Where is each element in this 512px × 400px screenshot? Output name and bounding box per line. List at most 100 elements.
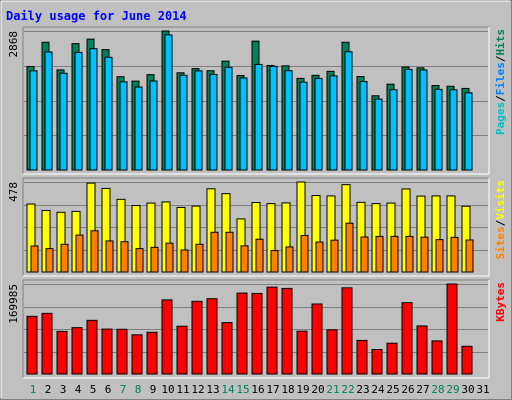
bar-kbytes xyxy=(56,330,68,375)
bar-sites xyxy=(240,245,249,273)
bar-kbytes xyxy=(371,349,383,375)
bar-files xyxy=(164,34,173,171)
y-axis-max-label: 478 xyxy=(7,182,20,202)
bar-files xyxy=(419,69,428,171)
bar-kbytes xyxy=(386,342,398,375)
x-tick-label: 20 xyxy=(311,383,324,396)
axis-label-pages: Pages xyxy=(494,102,507,135)
bar-files xyxy=(29,70,38,171)
x-tick-label: 5 xyxy=(90,383,97,396)
bar-files xyxy=(89,48,98,171)
bar-kbytes xyxy=(236,292,248,375)
x-tick-label: 29 xyxy=(446,383,459,396)
bar-files xyxy=(404,68,413,171)
axis-label-separator: / xyxy=(494,95,507,102)
bar-kbytes xyxy=(356,339,368,375)
bar-files xyxy=(209,73,218,171)
x-tick-label: 23 xyxy=(356,383,369,396)
bar-files xyxy=(434,88,443,171)
bar-files xyxy=(239,77,248,171)
bar-files xyxy=(74,51,83,171)
bar-sites xyxy=(195,243,204,273)
bar-kbytes xyxy=(326,329,338,375)
bar-kbytes xyxy=(41,312,53,375)
bar-kbytes xyxy=(311,303,323,375)
bar-sites xyxy=(420,236,429,273)
x-tick-label: 25 xyxy=(386,383,399,396)
bar-sites xyxy=(180,249,189,273)
bar-files xyxy=(269,65,278,171)
series-axis-label: KBytes xyxy=(494,282,507,322)
bar-files xyxy=(224,66,233,171)
axis-label-files: Files xyxy=(494,62,507,95)
bar-files xyxy=(344,51,353,171)
bar-sites xyxy=(225,231,234,273)
bar-kbytes xyxy=(266,286,278,375)
bar-sites xyxy=(330,239,339,273)
y-axis-max-label: 169985 xyxy=(7,284,20,324)
x-tick-label: 17 xyxy=(266,383,279,396)
bar-kbytes xyxy=(401,302,413,375)
x-tick-label: 12 xyxy=(191,383,204,396)
bar-kbytes xyxy=(446,283,458,375)
x-tick-label: 10 xyxy=(161,383,174,396)
bar-files xyxy=(119,81,128,171)
bar-kbytes xyxy=(71,327,83,375)
bar-sites xyxy=(360,236,369,273)
series-axis-label: Pages/Files/Hits xyxy=(494,29,507,135)
x-tick-label: 24 xyxy=(371,383,385,396)
bar-sites xyxy=(120,241,129,273)
bar-files xyxy=(194,70,203,171)
bar-kbytes xyxy=(176,325,188,375)
x-tick-label: 22 xyxy=(341,383,354,396)
bar-files xyxy=(374,98,383,171)
bar-kbytes xyxy=(116,328,128,375)
x-tick-label: 3 xyxy=(60,383,67,396)
bar-files xyxy=(464,92,473,171)
bar-sites xyxy=(90,230,99,273)
x-tick-label: 28 xyxy=(431,383,444,396)
bar-sites xyxy=(405,235,414,273)
x-tick-label: 26 xyxy=(401,383,414,396)
bar-kbytes xyxy=(131,334,143,375)
bar-sites xyxy=(105,240,114,273)
bar-files xyxy=(449,89,458,171)
bar-kbytes xyxy=(341,287,353,375)
bar-kbytes xyxy=(161,299,173,375)
axis-label-separator: / xyxy=(494,55,507,62)
chart-panels: 2868Pages/Files/Hits478Sites/Visits16998… xyxy=(7,26,507,379)
bar-files xyxy=(179,74,188,171)
x-tick-label: 18 xyxy=(281,383,294,396)
bar-kbytes xyxy=(416,325,428,375)
x-tick-label: 13 xyxy=(206,383,219,396)
bar-files xyxy=(314,77,323,171)
bar-kbytes xyxy=(101,328,113,375)
series-axis-label: Sites/Visits xyxy=(494,180,507,260)
bar-sites xyxy=(255,238,264,273)
x-tick-label: 7 xyxy=(120,383,127,396)
axis-label-visits: Visits xyxy=(494,180,507,220)
axis-label-sites: Sites xyxy=(494,226,507,259)
axis-label-hits: Hits xyxy=(494,29,507,56)
x-tick-label: 31 xyxy=(476,383,489,396)
x-tick-label: 6 xyxy=(105,383,112,396)
bar-kbytes xyxy=(86,319,98,375)
x-tick-label: 11 xyxy=(176,383,189,396)
chart-title: Daily usage for June 2014 xyxy=(6,9,187,23)
bar-kbytes xyxy=(431,340,443,375)
bar-sites xyxy=(390,235,399,273)
x-tick-label: 19 xyxy=(296,383,309,396)
x-tick-label: 14 xyxy=(221,383,235,396)
x-tick-label: 8 xyxy=(135,383,142,396)
bar-sites xyxy=(150,246,159,273)
bar-kbytes xyxy=(461,345,473,375)
x-tick-label: 30 xyxy=(461,383,474,396)
bar-sites xyxy=(315,241,324,273)
x-tick-label: 15 xyxy=(236,383,249,396)
y-axis-max-label: 2868 xyxy=(7,31,20,58)
bar-sites xyxy=(450,236,459,273)
chart-panel-3: 169985 KBytes xyxy=(7,279,507,379)
bar-sites xyxy=(60,243,69,273)
bar-files xyxy=(44,51,53,171)
